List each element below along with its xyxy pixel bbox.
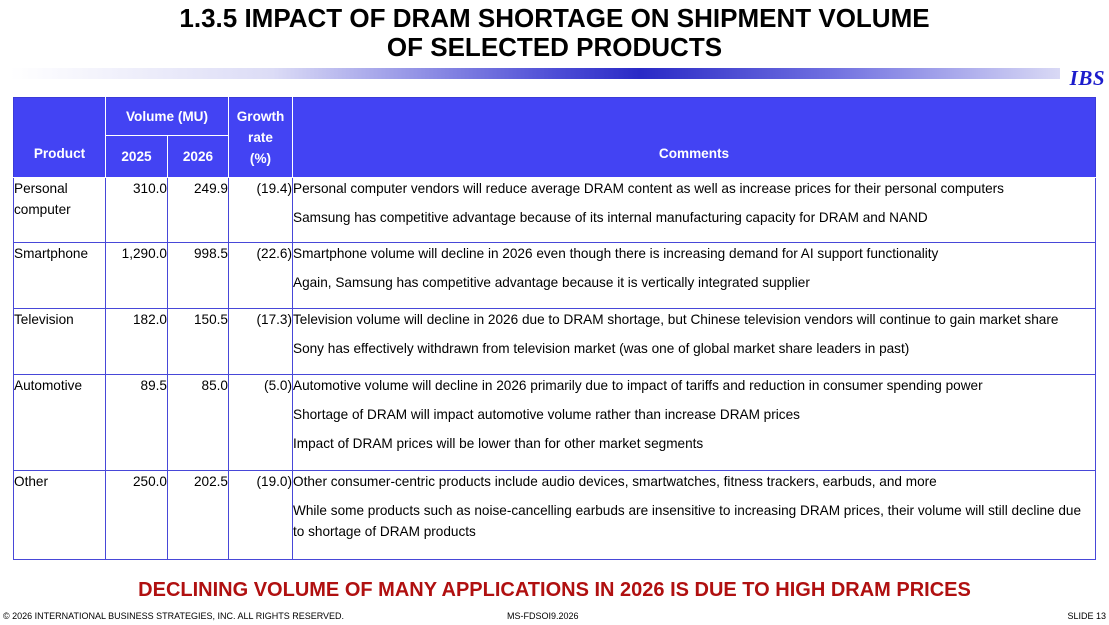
comment-line: Personal computer vendors will reduce av… bbox=[293, 181, 1004, 196]
growth-rate-cell: (17.3) bbox=[228, 308, 293, 375]
product-name-line-2: computer bbox=[14, 202, 71, 217]
header-comments: Comments bbox=[292, 97, 1096, 178]
header-volume: Volume (MU) bbox=[105, 97, 229, 136]
comments-cell: Smartphone volume will decline in 2026 e… bbox=[292, 242, 1096, 309]
comment-line: Shortage of DRAM will impact automotive … bbox=[293, 407, 800, 422]
product-cell: Automotive bbox=[13, 374, 106, 471]
comments-cell: Personal computer vendors will reduce av… bbox=[292, 177, 1096, 243]
shipment-volume-table: Product Volume (MU) Growth rate (%) Comm… bbox=[13, 97, 1096, 560]
product-name-line-1: Other bbox=[14, 474, 48, 489]
product-cell: Television bbox=[13, 308, 106, 375]
comment-line: While some products such as noise-cancel… bbox=[293, 503, 1082, 539]
conclusion-banner: DECLINING VOLUME OF MANY APPLICATIONS IN… bbox=[138, 579, 971, 601]
comment-line: Impact of DRAM prices will be lower than… bbox=[293, 436, 704, 451]
volume-2025-cell: 250.0 bbox=[105, 470, 168, 560]
slide-title: 1.3.5 IMPACT OF DRAM SHORTAGE ON SHIPMEN… bbox=[0, 4, 1109, 62]
footer-doc-id: MS-FDSOI9.2026 bbox=[507, 611, 579, 621]
table-row: Smartphone 1,290.0 998.5 (22.6) Smartpho… bbox=[13, 242, 1096, 309]
volume-2026-cell: 249.9 bbox=[167, 177, 229, 243]
product-name-line-1: Automotive bbox=[14, 378, 83, 393]
table-row: Personal computer 310.0 249.9 (19.4) Per… bbox=[13, 177, 1096, 243]
header-year-2025: 2025 bbox=[105, 135, 168, 178]
comment-line: Again, Samsung has competitive advantage… bbox=[293, 275, 810, 290]
comments-cell: Automotive volume will decline in 2026 p… bbox=[292, 374, 1096, 471]
header-growth-rate: Growth rate (%) bbox=[228, 97, 293, 178]
table-row: Television 182.0 150.5 (17.3) Television… bbox=[13, 308, 1096, 375]
header-growth-line-3: (%) bbox=[249, 151, 272, 166]
growth-rate-cell: (22.6) bbox=[228, 242, 293, 309]
growth-rate-cell: (5.0) bbox=[228, 374, 293, 471]
product-name-line-1: Personal bbox=[14, 181, 68, 196]
growth-rate-cell: (19.4) bbox=[228, 177, 293, 243]
header-year-2026: 2026 bbox=[167, 135, 229, 178]
comments-cell: Other consumer-centric products include … bbox=[292, 470, 1096, 560]
volume-2025-cell: 182.0 bbox=[105, 308, 168, 375]
table-row: Other 250.0 202.5 (19.0) Other consumer-… bbox=[13, 470, 1096, 560]
header-growth-line-1: Growth bbox=[236, 109, 285, 124]
footer-slide-number: SLIDE 13 bbox=[1067, 611, 1106, 621]
comment-line: Television volume will decline in 2026 d… bbox=[293, 312, 1059, 327]
product-name-line-1: Smartphone bbox=[14, 246, 89, 261]
volume-2026-cell: 202.5 bbox=[167, 470, 229, 560]
volume-2025-cell: 89.5 bbox=[105, 374, 168, 471]
growth-rate-cell: (19.0) bbox=[228, 470, 293, 560]
comment-line: Samsung has competitive advantage becaus… bbox=[293, 210, 928, 225]
volume-2026-cell: 998.5 bbox=[167, 242, 229, 309]
volume-2025-cell: 1,290.0 bbox=[105, 242, 168, 309]
header-product: Product bbox=[13, 97, 106, 178]
table-row: Automotive 89.5 85.0 (5.0) Automotive vo… bbox=[13, 374, 1096, 471]
slide-title-line-2: OF SELECTED PRODUCTS bbox=[386, 32, 723, 62]
header-growth-line-2: rate bbox=[248, 130, 273, 145]
comments-cell: Television volume will decline in 2026 d… bbox=[292, 308, 1096, 375]
volume-2026-cell: 150.5 bbox=[167, 308, 229, 375]
product-cell: Personal computer bbox=[13, 177, 106, 243]
comment-line: Smartphone volume will decline in 2026 e… bbox=[293, 246, 939, 261]
ibs-logo: IBS bbox=[1069, 66, 1105, 90]
volume-2025-cell: 310.0 bbox=[105, 177, 168, 243]
comment-line: Sony has effectively withdrawn from tele… bbox=[293, 341, 910, 356]
comment-line: Other consumer-centric products include … bbox=[293, 474, 937, 489]
product-name-line-1: Television bbox=[14, 312, 74, 327]
slide-title-line-1: 1.3.5 IMPACT OF DRAM SHORTAGE ON SHIPMEN… bbox=[179, 3, 930, 33]
comment-line: Automotive volume will decline in 2026 p… bbox=[293, 378, 983, 393]
footer-copyright: © 2026 INTERNATIONAL BUSINESS STRATEGIES… bbox=[3, 611, 345, 621]
title-gradient-bar bbox=[10, 68, 1060, 79]
volume-2026-cell: 85.0 bbox=[167, 374, 229, 471]
product-cell: Smartphone bbox=[13, 242, 106, 309]
product-cell: Other bbox=[13, 470, 106, 560]
